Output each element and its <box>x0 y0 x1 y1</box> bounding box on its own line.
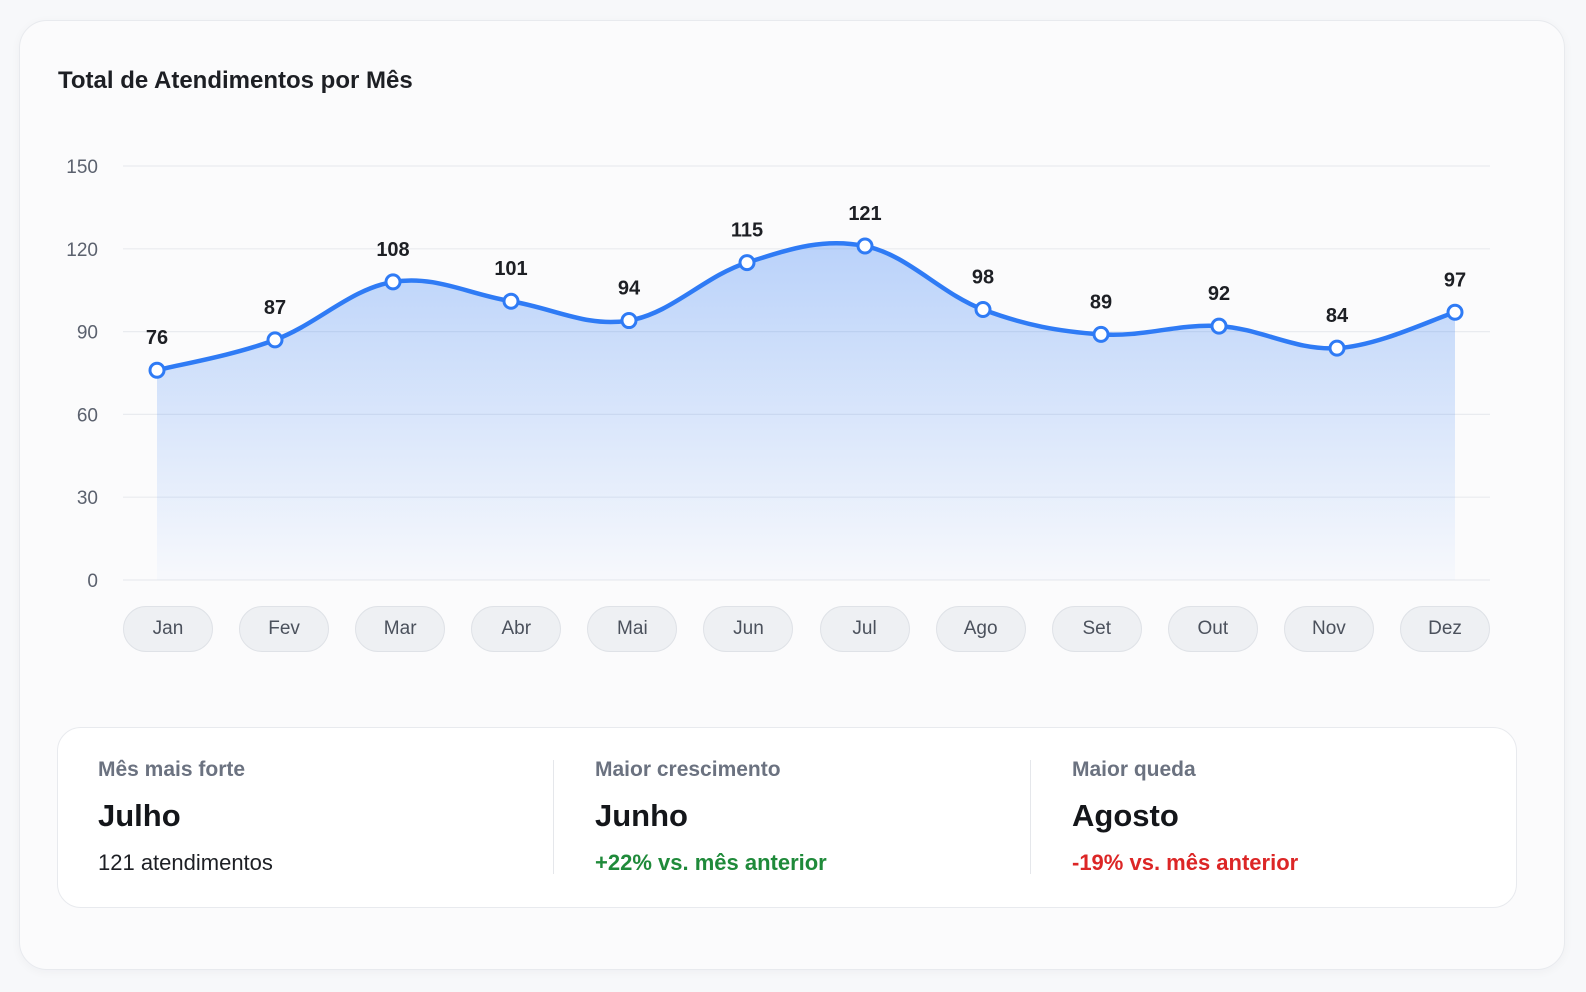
x-tick-pill-mai[interactable]: Mai <box>587 606 678 652</box>
x-tick-pill-fev[interactable]: Fev <box>239 606 330 652</box>
stat-value: Julho <box>98 798 181 833</box>
area-chart: 150 120 90 60 30 0 76 87 108 101 94 115 121 98 89 92 84… <box>66 157 1490 592</box>
area-fill <box>157 243 1455 580</box>
data-label: 115 <box>731 220 763 242</box>
data-point-fev[interactable] <box>266 331 284 349</box>
divider <box>1030 760 1031 874</box>
stat-label: Mês mais forte <box>98 758 246 781</box>
x-tick-pill-abr[interactable]: Abr <box>471 606 562 652</box>
y-tick-label: 150 <box>66 157 98 178</box>
data-label: 94 <box>618 278 641 300</box>
stat-sub-negative: -19% vs. mês anterior <box>1072 850 1299 875</box>
x-tick-pill-mar[interactable]: Mar <box>355 606 446 652</box>
data-label: 87 <box>264 297 286 319</box>
series-line <box>154 240 1458 373</box>
data-point-ago[interactable] <box>974 301 992 319</box>
x-tick-pill-ago[interactable]: Ago <box>935 606 1026 652</box>
x-tick-pill-jan[interactable]: Jan <box>123 606 213 652</box>
stat-label: Maior queda <box>1072 758 1196 781</box>
chart-title: Total de Atendimentos por Mês <box>58 67 413 94</box>
stat-value: Junho <box>595 798 688 833</box>
data-label: 76 <box>146 327 168 349</box>
data-label: 92 <box>1208 283 1230 305</box>
data-point-abr[interactable] <box>502 292 520 310</box>
stat-value: Agosto <box>1072 798 1179 833</box>
data-point-mar[interactable] <box>384 273 402 291</box>
x-tick-pill-jun[interactable]: Jun <box>703 606 794 652</box>
stat-sub: 121 atendimentos <box>98 850 273 875</box>
y-tick-label: 0 <box>87 571 98 592</box>
summary-panel: Mês mais forte Julho 121 atendimentos Ma… <box>57 727 1517 908</box>
x-tick-pill-jul[interactable]: Jul <box>819 606 910 652</box>
y-tick-label: 30 <box>77 488 98 509</box>
y-tick-label: 90 <box>77 323 98 344</box>
data-point-jul[interactable] <box>856 237 874 255</box>
x-tick-pill-out[interactable]: Out <box>1167 606 1258 652</box>
divider <box>553 760 554 874</box>
data-point-mai[interactable] <box>620 312 638 330</box>
data-label: 84 <box>1326 305 1349 327</box>
data-label: 108 <box>376 239 409 261</box>
data-point-out[interactable] <box>1210 317 1228 335</box>
data-point-nov[interactable] <box>1328 339 1346 357</box>
data-point-set[interactable] <box>1092 325 1110 343</box>
data-label: 97 <box>1444 269 1466 291</box>
chart-card: Total de Atendimentos por Mês 150 120 90 60… <box>19 20 1565 970</box>
x-tick-pill-nov[interactable]: Nov <box>1283 606 1374 652</box>
stat-sub-positive: +22% vs. mês anterior <box>595 850 827 875</box>
data-label: 98 <box>972 267 994 289</box>
data-label: 89 <box>1090 291 1112 313</box>
stat-label: Maior crescimento <box>595 758 781 781</box>
data-point-dez[interactable] <box>1446 303 1464 321</box>
data-label: 101 <box>494 258 527 280</box>
data-label: 121 <box>848 203 881 225</box>
y-tick-label: 120 <box>66 240 98 261</box>
data-point-jun[interactable] <box>738 254 756 272</box>
data-point-jan[interactable] <box>148 361 166 379</box>
x-tick-pill-dez[interactable]: Dez <box>1400 606 1490 652</box>
x-tick-pill-set[interactable]: Set <box>1051 606 1142 652</box>
y-tick-label: 60 <box>77 405 98 426</box>
